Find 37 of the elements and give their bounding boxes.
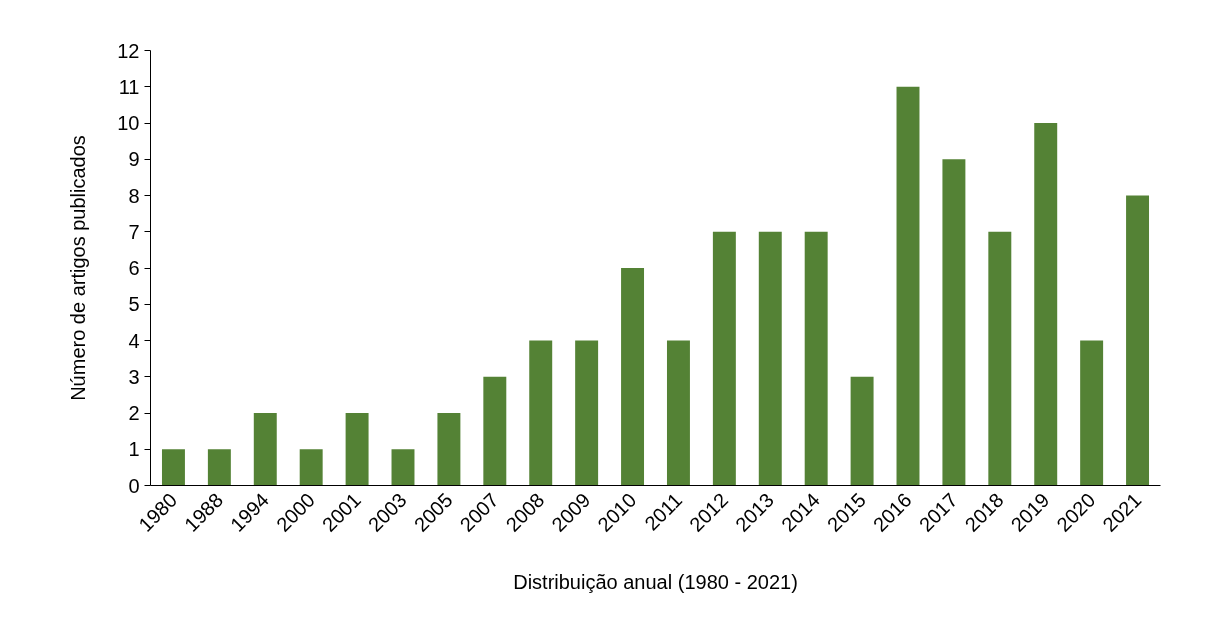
y-tick-label: 1 [128, 438, 140, 461]
y-tick-label: 10 [117, 112, 140, 134]
y-tick-label: 3 [128, 365, 140, 388]
y-tick-label: 9 [128, 148, 140, 171]
x-axis-title: Distribuição anual (1980 - 2021) [513, 570, 798, 593]
bar [575, 340, 599, 486]
bar [207, 449, 231, 486]
bar [804, 231, 828, 486]
bar [988, 231, 1012, 486]
bar [942, 159, 966, 486]
bar [391, 449, 415, 486]
y-axis-title: Número de artigos publicados [67, 135, 90, 401]
bar [483, 376, 507, 486]
bar [529, 340, 553, 486]
y-tick-label: 2 [128, 402, 140, 424]
bar [850, 376, 874, 486]
bar [621, 268, 645, 486]
bar [345, 413, 369, 486]
bar [666, 340, 690, 486]
bar [712, 231, 736, 486]
bar [1034, 123, 1058, 486]
y-tick-label: 11 [118, 75, 140, 98]
bar [896, 86, 920, 486]
y-tick-label: 5 [128, 293, 140, 316]
bar [1126, 195, 1150, 486]
bar [161, 449, 185, 486]
y-tick-label: 4 [128, 329, 140, 352]
y-tick-label: 6 [128, 257, 140, 279]
y-tick-label: 0 [128, 474, 140, 497]
bar [758, 231, 782, 486]
bar [437, 413, 461, 486]
bar [299, 449, 323, 486]
y-tick-label: 12 [117, 39, 140, 62]
y-tick-label: 7 [128, 220, 140, 243]
y-tick-label: 8 [128, 184, 140, 207]
bar [1080, 340, 1104, 486]
bar [253, 413, 277, 486]
